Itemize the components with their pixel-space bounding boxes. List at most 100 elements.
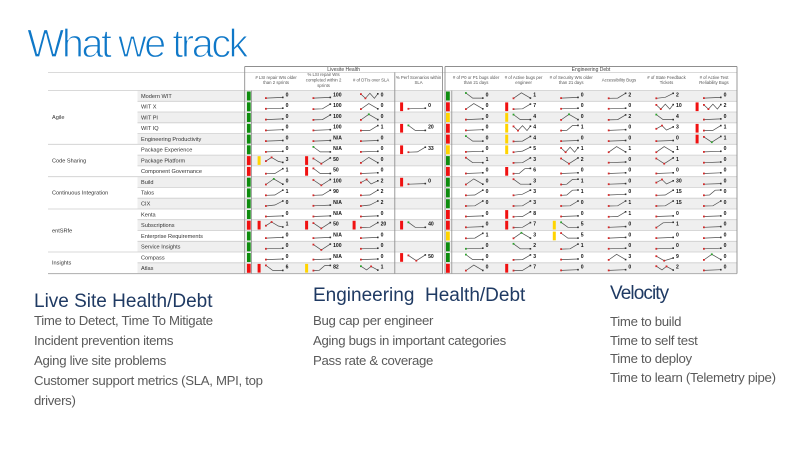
svg-text:0: 0 xyxy=(581,103,584,109)
svg-text:Subscriptions: Subscriptions xyxy=(141,223,175,229)
svg-text:4: 4 xyxy=(533,125,536,131)
svg-text:SLA: SLA xyxy=(415,80,423,85)
svg-text:0: 0 xyxy=(581,92,584,98)
svg-text:Package Platform: Package Platform xyxy=(141,158,185,164)
svg-text:WIT IQ: WIT IQ xyxy=(141,126,159,132)
svg-text:100: 100 xyxy=(333,125,342,131)
svg-text:0: 0 xyxy=(486,189,489,195)
svg-text:82: 82 xyxy=(333,265,339,271)
svg-text:entSRfe: entSRfe xyxy=(52,228,72,234)
svg-text:33: 33 xyxy=(428,146,434,152)
svg-text:% Perf Scenarios within: % Perf Scenarios within xyxy=(396,75,442,80)
svg-text:0: 0 xyxy=(486,135,489,141)
svg-text:3: 3 xyxy=(676,125,679,131)
svg-text:0: 0 xyxy=(486,168,489,174)
svg-text:1: 1 xyxy=(676,146,679,152)
svg-text:0: 0 xyxy=(486,243,489,249)
svg-text:Component Governance: Component Governance xyxy=(141,169,202,175)
svg-text:Engineering Productivity: Engineering Productivity xyxy=(141,137,202,143)
svg-text:1: 1 xyxy=(676,222,679,228)
svg-text:1: 1 xyxy=(724,135,727,141)
svg-text:3: 3 xyxy=(628,254,631,260)
svg-text:0: 0 xyxy=(724,243,727,249)
svg-text:0: 0 xyxy=(286,200,289,206)
svg-text:90: 90 xyxy=(333,189,339,195)
svg-text:0: 0 xyxy=(486,200,489,206)
svg-text:0: 0 xyxy=(628,243,631,249)
svg-text:# of Security WIs older: # of Security WIs older xyxy=(550,75,594,80)
svg-text:0: 0 xyxy=(428,179,431,185)
svg-text:5: 5 xyxy=(533,146,536,152)
svg-text:N/A: N/A xyxy=(333,146,342,152)
svg-text:0: 0 xyxy=(381,211,384,217)
svg-text:0: 0 xyxy=(486,222,489,228)
svg-text:2: 2 xyxy=(628,92,631,98)
svg-text:0: 0 xyxy=(676,232,679,238)
svg-text:100: 100 xyxy=(333,114,342,120)
svg-text:# of Active Test: # of Active Test xyxy=(700,75,730,80)
svg-text:30: 30 xyxy=(676,179,682,185)
svg-text:Talos: Talos xyxy=(141,191,154,197)
svg-text:3: 3 xyxy=(533,232,536,238)
svg-text:7: 7 xyxy=(533,103,536,109)
svg-text:2: 2 xyxy=(628,114,631,120)
svg-text:50: 50 xyxy=(333,157,339,163)
svg-text:5: 5 xyxy=(581,222,584,228)
svg-text:Livesite Health: Livesite Health xyxy=(327,67,360,73)
svg-text:0: 0 xyxy=(381,114,384,120)
svg-text:100: 100 xyxy=(333,179,342,185)
svg-text:2: 2 xyxy=(381,200,384,206)
svg-text:100: 100 xyxy=(333,103,342,109)
svg-text:0: 0 xyxy=(628,222,631,228)
svg-text:9: 9 xyxy=(676,254,679,260)
svg-text:1: 1 xyxy=(286,168,289,174)
svg-text:1: 1 xyxy=(724,125,727,131)
svg-text:Enterprise Requirements: Enterprise Requirements xyxy=(141,234,203,240)
svg-text:0: 0 xyxy=(286,135,289,141)
svg-text:0: 0 xyxy=(676,168,679,174)
svg-text:0: 0 xyxy=(724,254,727,260)
svg-text:2: 2 xyxy=(676,265,679,271)
svg-text:0: 0 xyxy=(286,146,289,152)
svg-text:1: 1 xyxy=(381,265,384,271)
svg-text:5: 5 xyxy=(581,232,584,238)
svg-text:WIT PI: WIT PI xyxy=(141,115,158,121)
svg-text:0: 0 xyxy=(676,211,679,217)
svg-text:N/A: N/A xyxy=(333,211,342,217)
svg-text:Service Insights: Service Insights xyxy=(141,245,181,251)
svg-text:100: 100 xyxy=(333,243,342,249)
svg-text:4: 4 xyxy=(676,114,679,120)
svg-text:0: 0 xyxy=(724,114,727,120)
svg-text:2: 2 xyxy=(533,243,536,249)
svg-text:2: 2 xyxy=(724,103,727,109)
svg-text:1: 1 xyxy=(581,243,584,249)
svg-text:1: 1 xyxy=(381,125,384,131)
svg-text:2: 2 xyxy=(581,157,584,163)
svg-text:0: 0 xyxy=(428,103,431,109)
svg-text:Code Sharing: Code Sharing xyxy=(52,158,86,164)
svg-text:3: 3 xyxy=(533,179,536,185)
svg-text:sprints: sprints xyxy=(317,83,330,88)
svg-text:# of State Feedback: # of State Feedback xyxy=(647,75,686,80)
svg-text:0: 0 xyxy=(628,232,631,238)
svg-text:50: 50 xyxy=(333,222,339,228)
svg-text:0: 0 xyxy=(724,265,727,271)
svg-text:1: 1 xyxy=(628,146,631,152)
svg-text:1: 1 xyxy=(486,232,489,238)
svg-text:1: 1 xyxy=(581,146,584,152)
svg-text:4: 4 xyxy=(533,135,536,141)
svg-text:0: 0 xyxy=(628,189,631,195)
svg-text:0: 0 xyxy=(486,265,489,271)
svg-text:0: 0 xyxy=(286,114,289,120)
svg-text:1: 1 xyxy=(628,211,631,217)
svg-text:than 21 days: than 21 days xyxy=(559,80,584,85)
svg-text:7: 7 xyxy=(533,265,536,271)
svg-text:0: 0 xyxy=(286,254,289,260)
svg-text:CIX: CIX xyxy=(141,202,151,208)
svg-text:0: 0 xyxy=(628,179,631,185)
svg-text:3: 3 xyxy=(286,157,289,163)
svg-text:WIT X: WIT X xyxy=(141,105,157,111)
svg-text:0: 0 xyxy=(581,135,584,141)
svg-text:Atlas: Atlas xyxy=(141,266,154,272)
svg-text:% LSI repair WIs: % LSI repair WIs xyxy=(307,72,339,77)
